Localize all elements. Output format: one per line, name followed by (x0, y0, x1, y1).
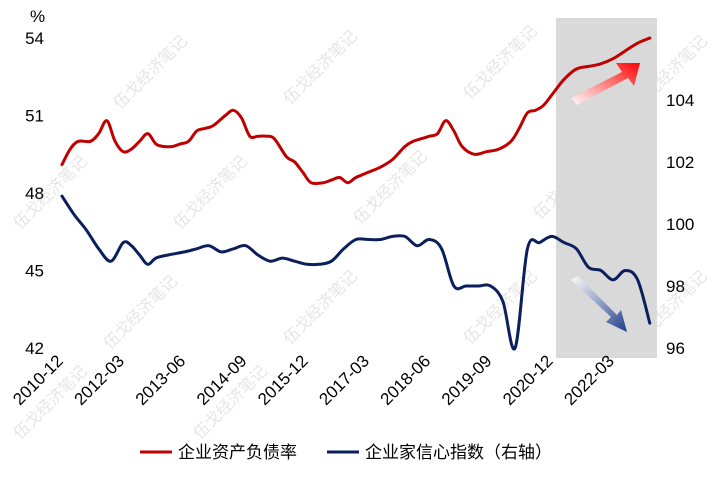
right-tick-label: 98 (666, 277, 685, 296)
right-tick-label: 104 (666, 91, 694, 110)
x-tick-label: 2022-03 (560, 351, 618, 409)
x-tick-label: 2019-09 (438, 351, 496, 409)
highlight-region (556, 18, 657, 358)
watermark-text: 伍戈经济笔记 (349, 147, 430, 228)
watermark-text: 伍戈经济笔记 (99, 272, 180, 353)
left-tick-label: 51 (25, 107, 44, 126)
series-line-asset-liability (60, 36, 652, 186)
watermark-text: 伍戈经济笔记 (459, 22, 540, 103)
left-tick-label: 54 (25, 29, 44, 48)
left-tick-label: 42 (25, 339, 44, 358)
left-tick-label: 48 (25, 184, 44, 203)
legend-label-asset-liability: 企业资产负债率 (178, 443, 297, 463)
right-tick-label: 102 (666, 153, 694, 172)
left-tick-label: 45 (25, 262, 44, 281)
watermark-text: 伍戈经济笔记 (109, 32, 190, 113)
watermark-text: 伍戈经济笔记 (279, 27, 360, 108)
right-tick-label: 100 (666, 215, 694, 234)
left-axis: 42 45 48 51 54 (25, 29, 44, 358)
watermark-text: 伍戈经济笔记 (169, 152, 250, 233)
x-axis: 2010-12 2012-03 2013-06 2014-09 2015-12 2017-… (9, 351, 618, 409)
x-tick-label: 2017-03 (315, 351, 373, 409)
right-axis: 96 98 100 102 104 (666, 91, 694, 358)
up-arrow (571, 63, 640, 105)
down-arrow (571, 276, 627, 332)
x-tick-label: 2020-12 (499, 351, 557, 409)
x-tick-label: 2018-06 (377, 351, 435, 409)
x-tick-label: 2013-06 (132, 351, 190, 409)
legend: 企业资产负债率 企业家信心指数（右轴） (140, 443, 552, 463)
watermark-text: 伍戈经济笔记 (279, 267, 360, 348)
series-lines (60, 36, 652, 351)
legend-label-confidence: 企业家信心指数（右轴） (365, 443, 552, 463)
watermark-text: 伍戈经济笔记 (459, 267, 540, 348)
left-axis-unit: % (30, 7, 45, 26)
series-line-confidence (60, 194, 652, 351)
right-tick-label: 96 (666, 339, 685, 358)
